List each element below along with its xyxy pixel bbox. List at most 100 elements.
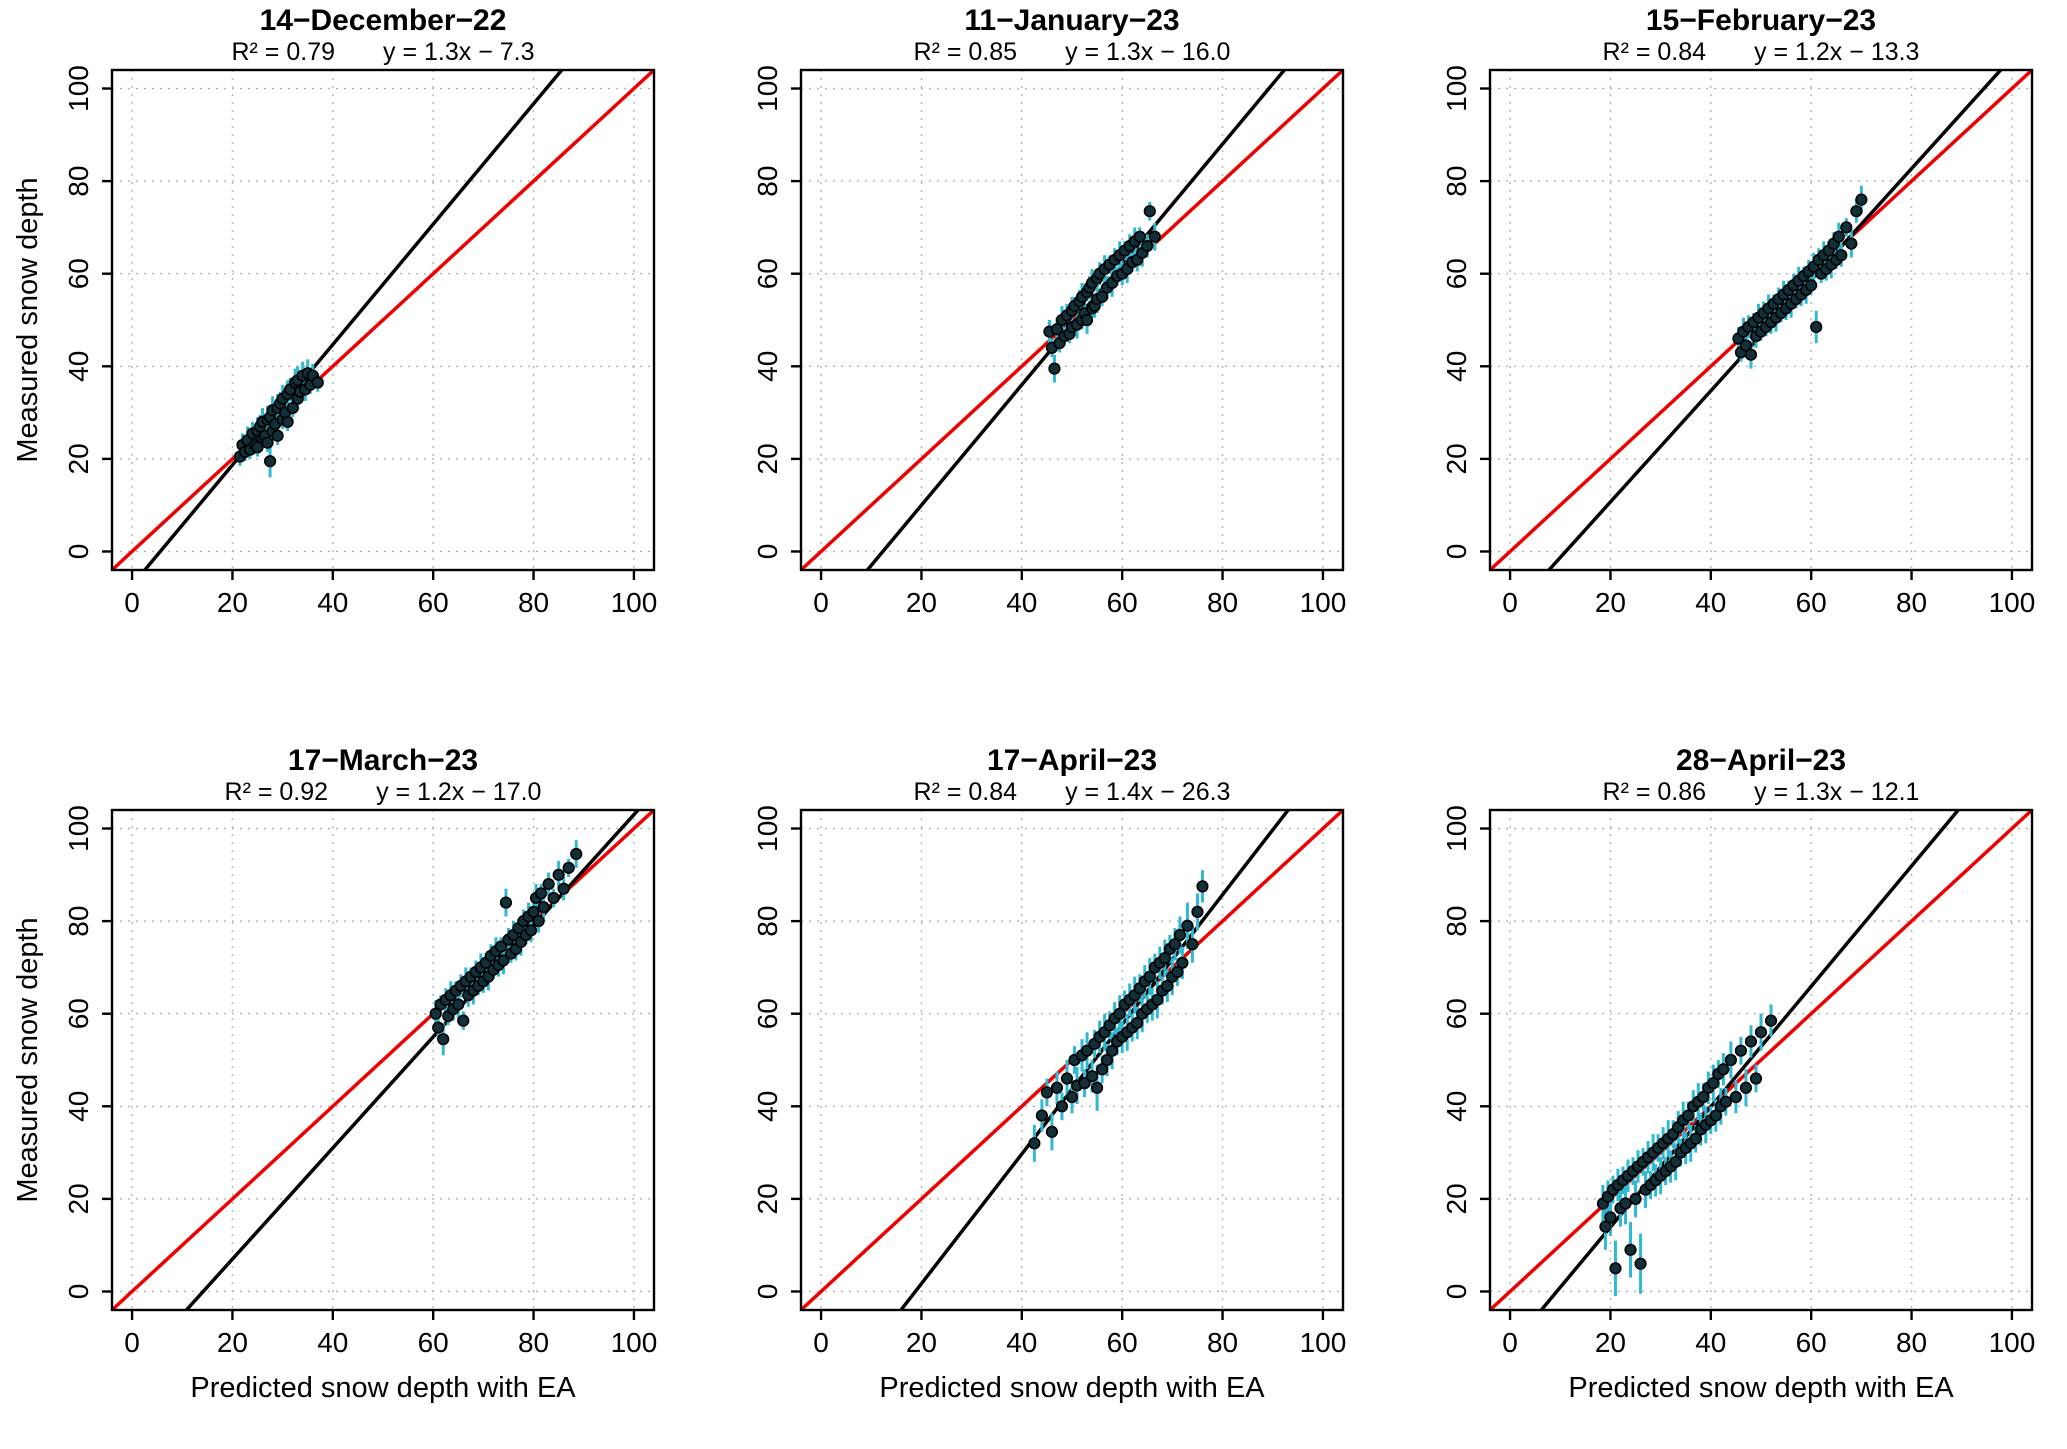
regression-line [184,810,641,1310]
x-tick-label: 100 [611,587,658,618]
x-tick-label: 0 [124,587,140,618]
data-point [1724,1053,1737,1067]
data-point [1168,938,1181,951]
data-point [1709,1109,1722,1122]
x-tick-label: 60 [1107,1327,1138,1358]
y-tick-label: 0 [1441,1284,1472,1300]
panel-11-january-23: 11−January−23 R² = 0.85 y = 1.3x − 16.0 … [689,0,1378,724]
x-tick-label: 60 [1796,1327,1827,1358]
data-point [1173,928,1186,942]
data-point [1186,938,1199,951]
y-tick-label: 100 [752,65,783,112]
y-tick-label: 60 [752,258,783,289]
data-point [432,1021,445,1034]
scatter-plot: 0 20 40 60 80 100 0 20 40 60 80 100 [752,805,1346,1358]
data-point [1604,1211,1617,1224]
gridlines [112,810,654,1310]
data-point [271,429,284,442]
r2-label: R² = 0.84 [913,778,1018,806]
y-tick-label: 100 [752,805,783,852]
y-tick-label: 20 [752,1183,783,1214]
scatter-plot: 0 20 40 60 80 100 0 20 40 60 80 100 [63,805,657,1358]
data-point [1080,313,1094,327]
y-tick-label: 60 [63,998,94,1029]
x-tick-label: 40 [317,1327,348,1358]
panel-subtitle: R² = 0.79 y = 1.3x − 7.3 [82,40,684,65]
plot-border [799,808,1345,1312]
y-tick-label: 60 [752,998,783,1029]
tick-labels: 0 20 40 60 80 100 0 20 40 60 80 100 [752,65,1346,618]
data-point [1719,1095,1732,1108]
data-point [497,954,510,967]
y-tick-label: 0 [1441,544,1472,560]
data-points [1596,1014,1778,1275]
panel-subtitle: R² = 0.86 y = 1.3x − 12.1 [1460,780,2062,805]
tick-labels: 0 20 40 60 80 100 0 20 40 60 80 100 [1441,65,2035,618]
data-point [261,436,274,449]
data-point [1850,205,1863,218]
y-tick-label: 60 [1441,258,1472,289]
x-tick-label: 40 [1695,1327,1726,1358]
data-point [1141,239,1154,253]
plot-border [110,808,656,1312]
data-point [547,891,560,905]
x-tick-label: 80 [1207,1327,1238,1358]
data-point [1609,1262,1622,1275]
data-points [233,367,324,468]
tick-labels: 0 20 40 60 80 100 0 20 40 60 80 100 [1441,805,2035,1358]
x-tick-label: 0 [813,587,829,618]
data-point [534,887,548,900]
y-tick-label: 40 [63,1091,94,1122]
data-point [1171,965,1184,979]
tick-labels: 0 20 40 60 80 100 0 20 40 60 80 100 [752,805,1346,1358]
y-tick-label: 60 [1441,998,1472,1029]
gridlines [112,70,654,570]
x-axis-label: Predicted snow depth with EA [1568,1372,1954,1404]
x-tick-label: 20 [1595,1327,1626,1358]
y-tick-label: 0 [752,544,783,560]
gridlines [1490,70,2032,570]
panel-28-april-23: 28−April−23 R² = 0.86 y = 1.3x − 12.1 0 2… [1378,724,2067,1449]
data-point [311,376,324,389]
panel-title: 14−December−22 [259,4,507,37]
y-tick-label: 80 [752,166,783,197]
data-point [1113,1007,1126,1020]
y-tick-label: 100 [63,65,94,112]
x-tick-label: 100 [1989,1327,2036,1358]
data-point [1060,1072,1074,1085]
data-point [1191,905,1204,918]
data-point [1707,1077,1720,1090]
fit-equation-label: y = 1.3x − 12.1 [1754,778,1920,806]
data-point [1744,348,1758,361]
y-tick-label: 80 [752,906,783,937]
panel-title: 17−April−23 [986,744,1158,777]
data-point [1619,1197,1632,1210]
data-point [1040,1086,1054,1099]
data-point [1754,1026,1768,1039]
x-tick-label: 20 [906,587,937,618]
x-tick-label: 100 [1989,587,2036,618]
r2-label: R² = 0.85 [913,38,1018,66]
axis-ticks [791,87,1325,580]
x-tick-label: 0 [1502,1327,1518,1358]
gridlines [801,810,1343,1310]
data-point [1045,1125,1059,1138]
x-tick-label: 80 [1207,587,1238,618]
y-tick-label: 80 [1441,906,1472,937]
data-point [1734,1044,1748,1057]
data-point [1065,1090,1079,1104]
data-point [251,441,264,454]
x-tick-label: 20 [906,1327,937,1358]
data-point [1629,1192,1642,1205]
data-points [429,847,583,1046]
panel-subtitle: R² = 0.84 y = 1.2x − 13.3 [1460,40,2062,65]
x-tick-label: 40 [317,587,348,618]
plot-border [799,68,1345,572]
panel-subtitle: R² = 0.84 y = 1.4x − 26.3 [771,780,1373,805]
fit-equation-label: y = 1.2x − 13.3 [1754,38,1920,66]
panel-15-february-23: 15−February−23 R² = 0.84 y = 1.2x − 13.3… [1378,0,2067,724]
data-point [570,847,583,861]
x-axis-label: Predicted snow depth with EA [879,1372,1265,1404]
data-point [1832,230,1845,243]
